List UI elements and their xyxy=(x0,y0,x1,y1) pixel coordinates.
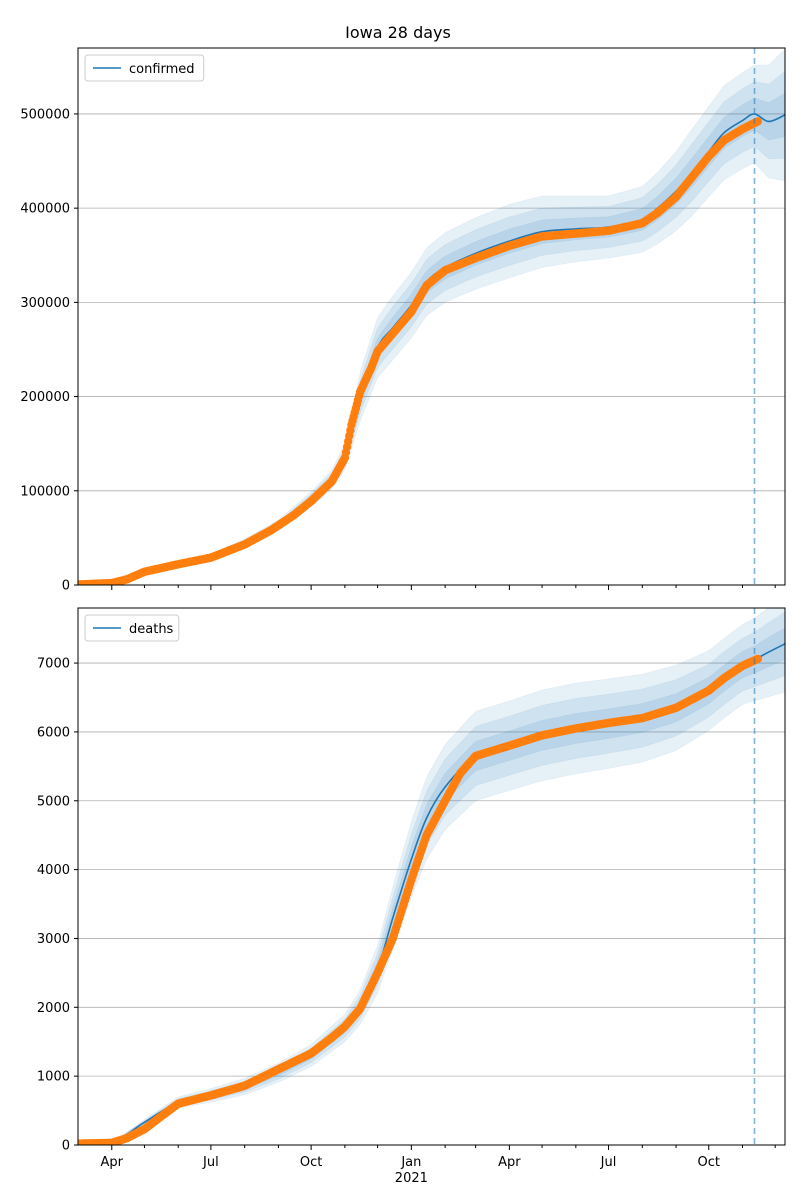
y-tick-label: 5000 xyxy=(37,794,70,809)
y-tick-label: 3000 xyxy=(37,932,70,947)
x-tick-label: Jan xyxy=(400,1155,421,1170)
y-tick-label: 0 xyxy=(62,1139,70,1154)
y-tick-label: 300000 xyxy=(20,296,70,311)
observed-points xyxy=(78,654,762,1145)
chart-panels: 0 100000 200000 300000 400000 500000 confirmed… xyxy=(20,47,786,1186)
y-tick-label: 2000 xyxy=(37,1001,70,1016)
x-tick-label: Oct xyxy=(698,1155,720,1170)
confidence-band-1 xyxy=(78,48,785,585)
legend-label: confirmed xyxy=(129,62,195,77)
chart-title: Iowa 28 days xyxy=(345,23,451,42)
x-year-label: 2021 xyxy=(395,1171,428,1186)
x-tick-label: Jul xyxy=(202,1155,219,1170)
y-tick-label: 500000 xyxy=(20,107,70,122)
axes-frame xyxy=(77,47,786,586)
y-axis: 0 100000 200000 300000 400000 500000 xyxy=(20,107,78,594)
legend: confirmed xyxy=(84,54,205,82)
x-tick-label: Apr xyxy=(101,1155,124,1170)
y-tick-label: 0 xyxy=(62,579,70,594)
plot-area xyxy=(78,48,785,585)
y-tick-label: 4000 xyxy=(37,863,70,878)
y-tick-label: 200000 xyxy=(20,390,70,405)
panel-confirmed: 0 100000 200000 300000 400000 500000 confirmed xyxy=(20,47,786,594)
y-tick-label: 6000 xyxy=(37,725,70,740)
x-axis xyxy=(111,585,776,590)
observed-point xyxy=(753,654,762,664)
y-tick-label: 1000 xyxy=(37,1070,70,1085)
x-tick-label: Jul xyxy=(600,1155,617,1170)
y-tick-label: 100000 xyxy=(20,484,70,499)
y-tick-label: 7000 xyxy=(37,657,70,672)
x-tick-label: Oct xyxy=(300,1155,322,1170)
x-axis: Apr Jul Oct Jan Apr Jul Oct 2021 xyxy=(101,1145,776,1186)
y-tick-label: 400000 xyxy=(20,202,70,217)
legend-box xyxy=(84,54,205,82)
legend-box xyxy=(84,614,180,642)
observed-points xyxy=(78,117,762,585)
axes-frame xyxy=(77,607,786,1146)
panel-deaths: 0 1000 2000 3000 4000 5000 6000 7000 Apr Jul Oct Ja… xyxy=(37,607,786,1186)
y-axis: 0 1000 2000 3000 4000 5000 6000 7000 xyxy=(37,657,78,1154)
legend-label: deaths xyxy=(129,622,174,637)
confidence-band-2 xyxy=(78,611,785,1145)
legend: deaths xyxy=(84,614,180,642)
confidence-band-1 xyxy=(78,608,785,1145)
x-tick-label: Apr xyxy=(498,1155,521,1170)
observed-point xyxy=(753,117,762,126)
plot-area xyxy=(78,608,785,1145)
